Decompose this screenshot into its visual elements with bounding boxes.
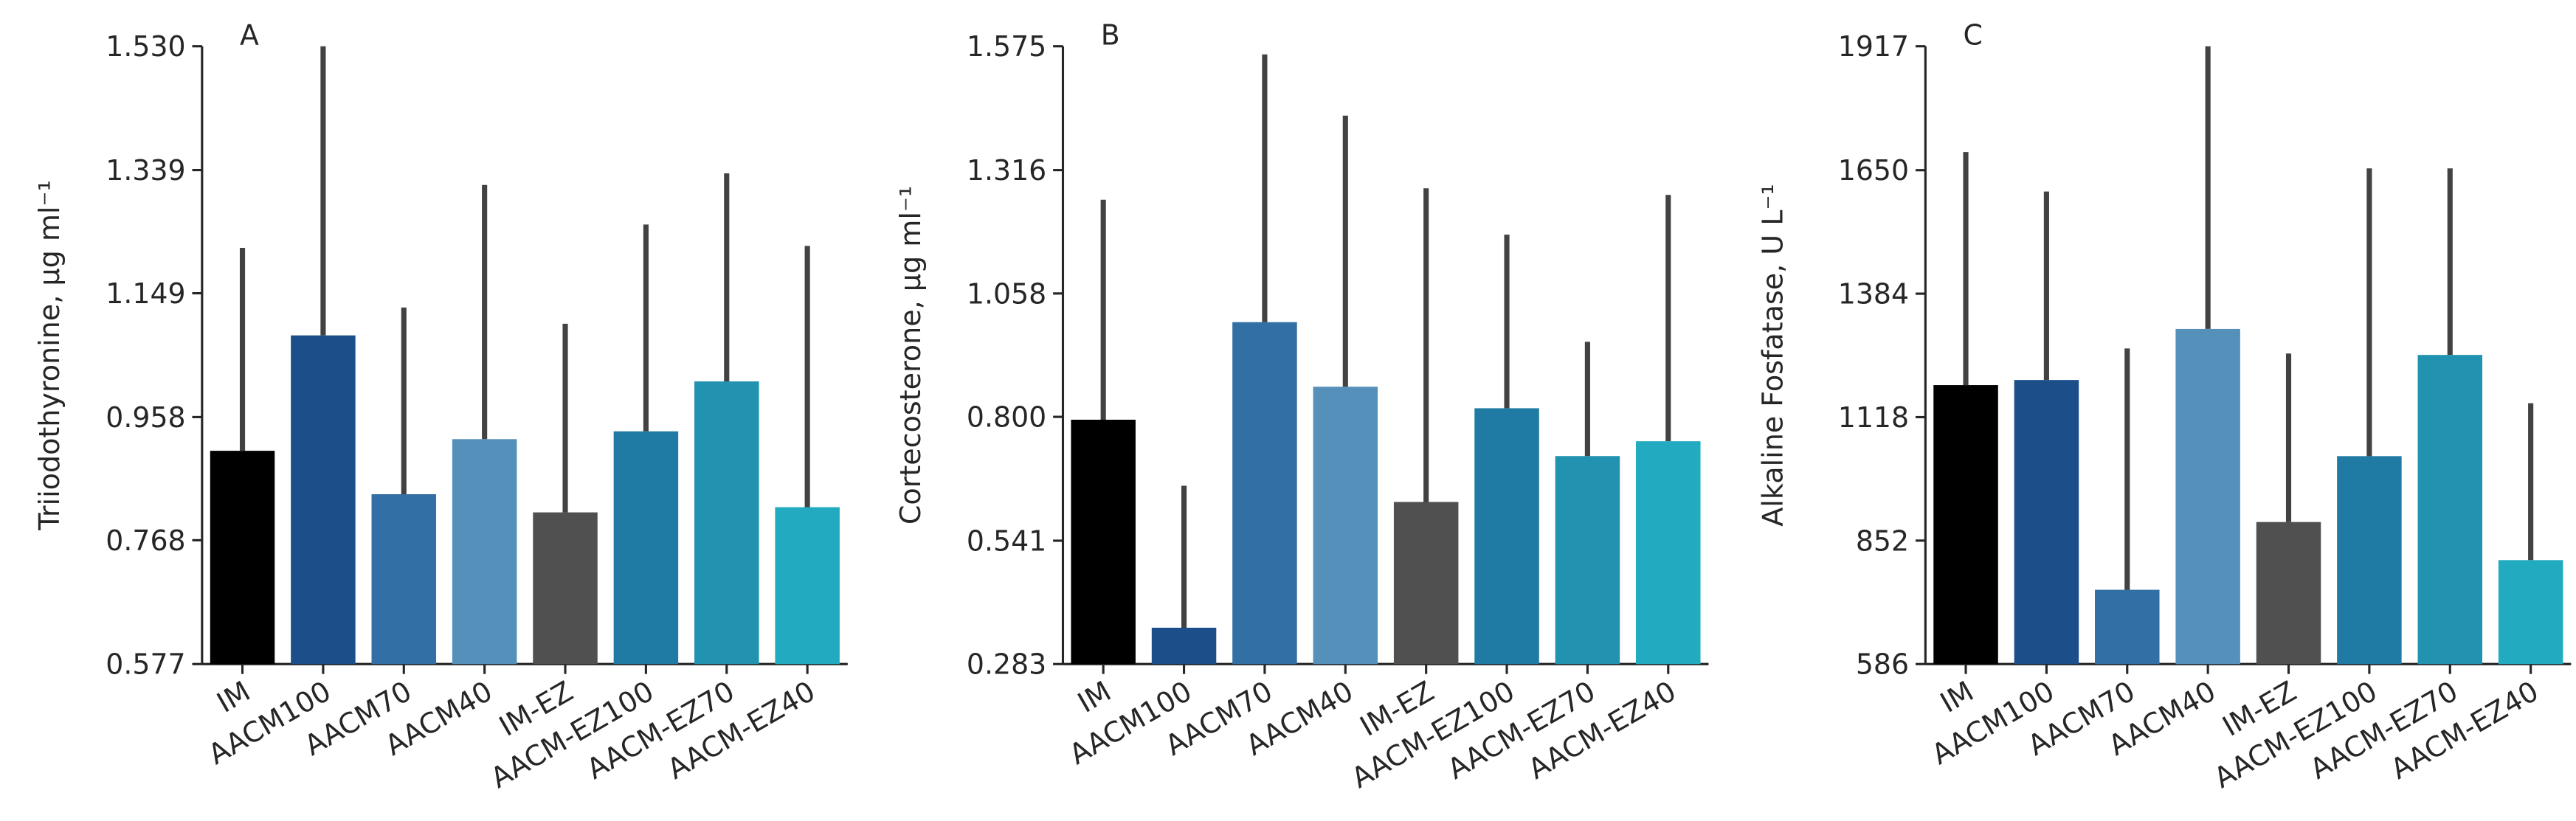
y-tick-label: 1.530 xyxy=(106,30,185,63)
x-tick-label: IM xyxy=(1072,675,1116,719)
y-tick-label: 852 xyxy=(1856,524,1909,557)
bar xyxy=(694,381,759,665)
bar xyxy=(1933,385,1998,665)
y-tick-label: 0.768 xyxy=(106,524,185,557)
bar xyxy=(291,335,356,665)
bar xyxy=(371,493,437,665)
y-tick-label: 0.958 xyxy=(106,401,185,434)
bar xyxy=(2337,456,2402,665)
y-axis-label: Alkaline Fosfatase, U L⁻¹ xyxy=(1757,184,1789,527)
panel-label: C xyxy=(1964,18,1983,51)
bar xyxy=(1636,441,1701,665)
panel: B Cortecosterone, µg ml⁻¹ 0.283 0.541 0.800 1… xyxy=(894,18,1709,794)
y-axis-label: Triiodothyronine, µg ml⁻¹ xyxy=(33,180,66,531)
bar xyxy=(2014,380,2079,665)
bar xyxy=(613,431,679,665)
y-tick-label: 1.339 xyxy=(106,154,185,187)
y-tick-label: 0.577 xyxy=(106,648,185,681)
y-tick-label: 1.316 xyxy=(967,154,1046,187)
y-tick-label: 1.149 xyxy=(106,277,185,310)
y-tick-label: 1917 xyxy=(1838,30,1909,63)
panel-label: B xyxy=(1101,18,1120,51)
bar xyxy=(2095,589,2160,665)
bar xyxy=(1555,456,1620,665)
y-tick-label: 0.283 xyxy=(967,648,1046,681)
bar xyxy=(2417,355,2483,665)
y-tick-label: 1118 xyxy=(1838,401,1909,434)
bar xyxy=(1393,502,1459,665)
bar xyxy=(452,439,517,665)
x-tick-label: IM xyxy=(212,675,256,719)
panel-label: A xyxy=(240,18,259,51)
bar xyxy=(1232,322,1297,665)
bar xyxy=(2256,522,2321,665)
panel: A Triiodothyronine, µg ml⁻¹ 0.577 0.768 0.95… xyxy=(33,18,848,794)
y-tick-label: 0.541 xyxy=(967,524,1046,557)
y-tick-label: 1384 xyxy=(1838,277,1909,310)
bar xyxy=(533,512,598,665)
y-axis-label: Cortecosterone, µg ml⁻¹ xyxy=(894,186,927,524)
bar xyxy=(210,451,275,665)
panel: C Alkaline Fosfatase, U L⁻¹ 586 852 1118 1384… xyxy=(1757,18,2572,794)
y-tick-label: 0.800 xyxy=(967,401,1046,433)
bar xyxy=(775,507,840,665)
bar xyxy=(1151,627,1217,665)
bar xyxy=(1474,408,1539,665)
bar xyxy=(2175,328,2240,665)
y-tick-label: 1.575 xyxy=(967,30,1046,63)
y-tick-label: 586 xyxy=(1856,648,1909,681)
y-tick-label: 1.058 xyxy=(967,277,1046,310)
bar xyxy=(1313,387,1378,665)
bar xyxy=(1071,419,1136,665)
x-tick-label: IM xyxy=(1935,675,1979,719)
bar xyxy=(2498,560,2563,665)
y-tick-label: 1650 xyxy=(1838,154,1909,187)
